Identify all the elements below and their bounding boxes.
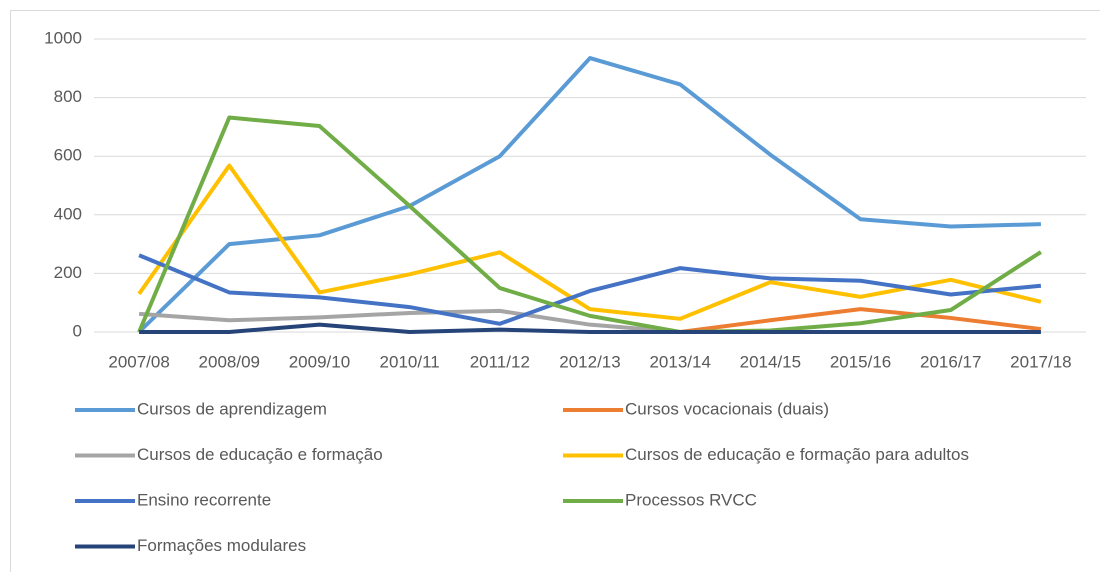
series-line: [138, 308, 681, 334]
y-tick-label: 400: [54, 204, 82, 223]
legend-label: Cursos de educação e formação: [137, 445, 383, 464]
y-tick-label: 200: [54, 263, 82, 282]
x-tick-label: 2009/10: [289, 352, 350, 371]
x-tick-label: 2010/11: [380, 352, 440, 371]
x-tick-label: 2017/18: [1010, 352, 1071, 371]
legend-label: Formações modulares: [137, 536, 306, 555]
legend-label: Cursos de educação e formação para adult…: [625, 445, 969, 464]
legend-label: Ensino recorrente: [137, 490, 271, 509]
series-line: [138, 253, 1042, 326]
y-tick-label: 800: [54, 87, 82, 106]
legend-label: Processos RVCC: [625, 490, 757, 509]
series-line: [137, 56, 1041, 334]
x-tick-label: 2015/16: [830, 352, 891, 371]
x-tick-label: 2008/09: [199, 352, 260, 371]
legend-label: Cursos vocacionais (duais): [625, 399, 829, 418]
y-tick-label: 600: [54, 146, 82, 165]
y-tick-label: 0: [73, 321, 82, 340]
y-tick-label: 1000: [44, 28, 82, 47]
x-tick-label: 2016/17: [920, 352, 981, 371]
series-line: [137, 163, 1042, 321]
x-tick-label: 2013/14: [649, 352, 710, 371]
x-tick-label: 2007/08: [108, 352, 169, 371]
legend-label: Cursos de aprendizagem: [137, 399, 327, 418]
series-line: [679, 307, 1042, 334]
series-line: [137, 115, 1042, 334]
series-line: [139, 322, 1041, 334]
x-tick-label: 2011/12: [470, 352, 530, 371]
x-tick-label: 2012/13: [559, 352, 620, 371]
x-tick-label: 2014/15: [740, 352, 801, 371]
